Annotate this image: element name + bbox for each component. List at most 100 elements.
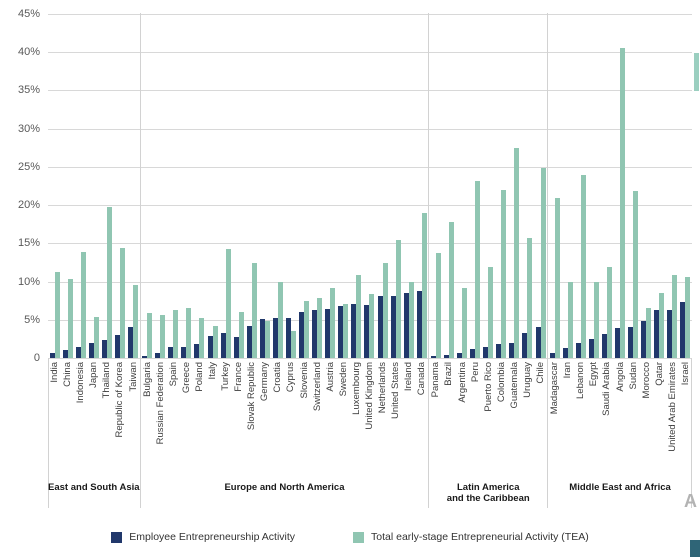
gridline-40 (48, 52, 692, 54)
country-label: Greece (180, 362, 192, 394)
country-column: Chile (534, 0, 547, 508)
region-group: Bulgaria Russian Federation Spain Greece Pol… (141, 0, 429, 508)
y-tick-label-0: 0 (33, 352, 40, 364)
bar-employee-activity (49, 352, 55, 358)
country-column: Puerto Rico (482, 0, 495, 508)
y-tick-label-5: 5% (24, 313, 40, 326)
bar-employee-activity (272, 318, 278, 358)
country-column: Italy (206, 0, 219, 508)
bar-employee-activity (443, 354, 449, 358)
bar-tea (554, 197, 560, 358)
bar-tea (186, 308, 192, 358)
country-label: Iran (562, 362, 574, 379)
country-column: Qatar (653, 0, 666, 508)
bar-employee-activity (377, 296, 383, 358)
bar-tea (475, 180, 481, 358)
bar-employee-activity (88, 342, 94, 358)
country-label: Argentina (456, 362, 468, 403)
y-tick-label-15: 15% (17, 237, 40, 250)
gridline-15 (48, 243, 692, 245)
group-divider (547, 13, 549, 508)
country-label: Poland (193, 362, 205, 392)
bar-employee-activity (575, 342, 581, 358)
cropped-footer-block (690, 540, 700, 557)
bar-tea (659, 293, 665, 358)
country-column: Poland (193, 0, 206, 508)
legend-item-tea: Total early-stage Entrepreneurial Activi… (353, 531, 589, 543)
country-label: Lebanon (575, 362, 587, 399)
country-label: China (62, 362, 74, 387)
bar-employee-activity (496, 344, 502, 358)
bar-employee-activity (549, 353, 555, 358)
bar-tea (238, 312, 244, 358)
country-label: Madagascar (549, 362, 561, 415)
country-label: Uruguay (521, 362, 533, 398)
y-tick-label-35: 35% (17, 84, 40, 97)
y-tick-label-10: 10% (17, 275, 40, 288)
axis-edge-line-left (48, 358, 49, 508)
legend-swatch-tea (353, 531, 365, 543)
country-label: Israel (679, 362, 691, 386)
bar-tea (67, 278, 73, 358)
country-column: Germany (258, 0, 271, 508)
bar-employee-activity (246, 325, 252, 358)
bar-employee-activity (299, 312, 305, 358)
country-column: Russian Federation (154, 0, 167, 508)
country-column: Uruguay (521, 0, 534, 508)
country-label: Sweden (337, 362, 349, 397)
country-column: Taiwan (126, 0, 139, 508)
country-label: Qatar (653, 362, 665, 386)
bar-employee-activity (416, 290, 422, 358)
country-column: Switzerland (311, 0, 324, 508)
bar-tea (251, 263, 257, 358)
bar-employee-activity (194, 344, 200, 358)
region-group: India China Indonesia Japan Thailand Republic… (48, 0, 140, 508)
bar-tea (199, 317, 205, 358)
gridline-0 (48, 358, 692, 359)
country-label: Egypt (588, 362, 600, 387)
bar-employee-activity (470, 348, 476, 358)
bar-employee-activity (364, 305, 370, 358)
country-label: Ireland (403, 362, 415, 392)
country-label: Italy (207, 362, 218, 380)
bar-tea (290, 330, 296, 358)
bar-tea (527, 238, 533, 358)
bar-tea (448, 221, 454, 358)
country-label: Angola (614, 362, 626, 392)
bar-tea (421, 212, 427, 358)
country-column: Austria (324, 0, 337, 508)
bar-employee-activity (667, 309, 673, 358)
bar-tea (54, 271, 60, 358)
country-column: Indonesia (74, 0, 87, 508)
plot-area: India China Indonesia Japan Thailand Republic… (48, 0, 692, 508)
bar-tea (173, 309, 179, 358)
bar-tea (80, 251, 86, 358)
bar-employee-activity (181, 347, 187, 358)
country-column: Thailand (100, 0, 113, 508)
bar-tea (435, 252, 441, 358)
country-column: Cyprus (284, 0, 297, 508)
bar-tea (685, 277, 691, 358)
bar-tea (646, 307, 652, 358)
country-label: Slovak Republic (246, 362, 258, 431)
bar-tea (462, 288, 468, 358)
country-column: Slovenia (298, 0, 311, 508)
bar-tea (369, 293, 375, 358)
country-label: Turkey (220, 362, 232, 391)
country-label: Canada (416, 362, 428, 396)
bar-employee-activity (641, 321, 647, 358)
country-label: Croatia (272, 362, 284, 393)
country-label: Brazil (443, 362, 455, 386)
bar-tea (620, 48, 626, 358)
country-column: Morocco (640, 0, 653, 508)
y-tick-label-20: 20% (17, 199, 40, 212)
bar-tea (567, 282, 573, 358)
bar-tea (408, 281, 414, 358)
country-label: India (49, 362, 61, 383)
bar-employee-activity (390, 296, 396, 358)
country-label: Cyprus (285, 362, 297, 393)
bar-employee-activity (338, 306, 344, 358)
country-column: Lebanon (574, 0, 587, 508)
country-column: Japan (87, 0, 100, 508)
scrollbar-thumb[interactable] (694, 53, 699, 91)
